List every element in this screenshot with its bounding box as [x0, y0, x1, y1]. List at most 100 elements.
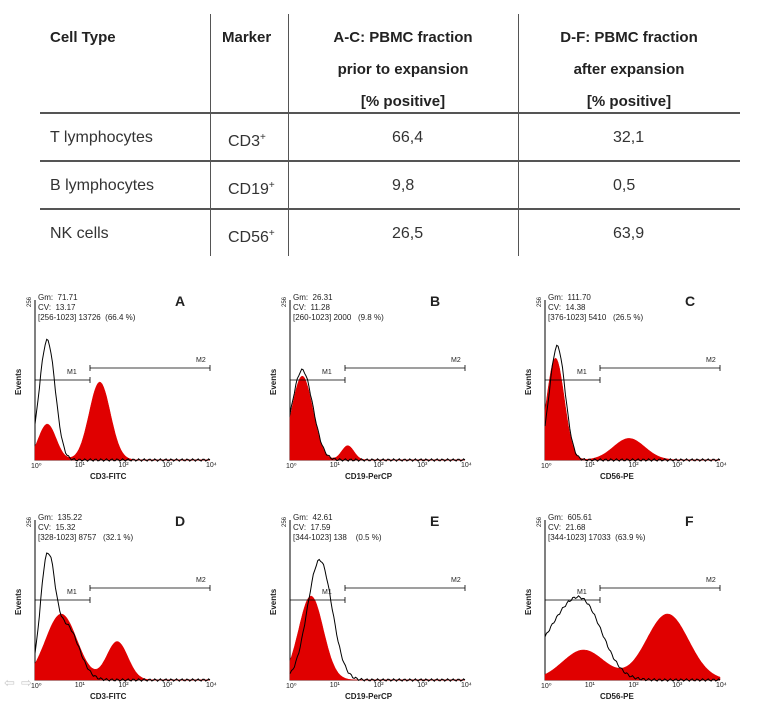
gate-m2 [344, 585, 466, 591]
row-after-value: 0,5 [613, 177, 636, 194]
gate-m1-label: M1 [322, 369, 332, 376]
x-tick-label: 10³ [417, 682, 428, 689]
row-after-value: 63,9 [613, 225, 645, 242]
header-prior-line2: prior to expansion [337, 61, 469, 78]
x-tick-label: 10¹ [584, 462, 595, 469]
x-tick-label: 10⁰ [541, 683, 552, 690]
x-tick-label: 10³ [417, 462, 428, 469]
histogram-panel-f: F Gm: 605.61 CV: 21.68 [344-1023] 17033 (… [520, 505, 750, 705]
x-tick-label: 10¹ [329, 682, 340, 689]
page-nav[interactable]: ⇦ ⇨ [4, 676, 35, 690]
histogram-svg [289, 300, 466, 462]
table-rule [40, 160, 740, 162]
row-prior-value: 66,4 [392, 129, 424, 146]
histogram-panel-b: B Gm: 26.31 CV: 11.28 [260-1023] 2000 (9.… [265, 285, 495, 485]
histogram-svg [34, 300, 211, 462]
x-tick-label: 10⁰ [541, 463, 552, 470]
x-tick-label: 10² [118, 462, 129, 469]
row-cell-type: NK cells [50, 225, 109, 242]
gate-statistics: Gm: 42.61 CV: 17.59 [344-1023] 138 (0.5 … [293, 513, 382, 542]
x-tick-label: 10⁰ [286, 463, 297, 470]
histogram-control-series [34, 338, 211, 462]
histogram-panel-a: A Gm: 71.71 CV: 13.17 [256-1023] 13726 (6… [10, 285, 240, 485]
y-max-label: 256 [282, 296, 288, 307]
gate-m1-label: M1 [322, 589, 332, 596]
row-after-value: 32,1 [613, 129, 645, 146]
header-after-line2: after expansion [573, 61, 685, 78]
gate-m1 [34, 377, 91, 383]
gate-m1 [34, 597, 91, 603]
table-divider [518, 14, 519, 256]
gate-m1-label: M1 [577, 589, 587, 596]
gate-m1-label: M1 [577, 369, 587, 376]
gate-m2-label: M2 [196, 357, 206, 364]
row-marker: CD19+ [228, 180, 275, 198]
x-tick-label: 10⁴ [461, 462, 472, 469]
histogram-panel-e: E Gm: 42.61 CV: 17.59 [344-1023] 138 (0.5… [265, 505, 495, 705]
x-tick-label: 10² [373, 462, 384, 469]
y-axis-label: Events [524, 368, 533, 395]
x-axis-label: CD3-FITC [90, 472, 127, 481]
histogram-panel-c: C Gm: 111.70 CV: 14.38 [376-1023] 5410 (2… [520, 285, 750, 485]
gate-statistics: Gm: 26.31 CV: 11.28 [260-1023] 2000 (9.8… [293, 293, 384, 322]
gate-m1 [544, 597, 601, 603]
header-prior-line1: A-C: PBMC fraction [333, 29, 473, 46]
panel-letter: A [175, 293, 186, 309]
x-tick-label: 10² [118, 682, 129, 689]
y-max-label: 256 [282, 516, 288, 527]
gate-m2-label: M2 [451, 357, 461, 364]
x-tick-label: 10¹ [74, 682, 85, 689]
histogram-filled-series [289, 375, 465, 461]
panel-letter: D [175, 513, 186, 529]
arrow-right-icon[interactable]: ⇨ [21, 675, 32, 690]
header-after-line3: [% positive] [586, 93, 672, 110]
gate-statistics: Gm: 135.22 CV: 15.32 [328-1023] 8757 (32… [38, 513, 134, 542]
gate-m1 [289, 597, 346, 603]
histogram-control-series [289, 368, 466, 462]
histogram-filled-series [544, 613, 721, 681]
header-after-line1: D-F: PBMC fraction [560, 29, 698, 46]
x-tick-label: 10³ [672, 682, 683, 689]
gate-m2 [89, 365, 211, 371]
x-tick-label: 10² [373, 682, 384, 689]
x-tick-label: 10⁰ [31, 683, 42, 690]
row-prior-value: 26,5 [392, 225, 424, 242]
row-marker: CD3+ [228, 132, 266, 150]
x-axis-label: CD19-PerCP [345, 472, 393, 481]
histogram-svg [544, 520, 721, 682]
panel-letter: F [685, 513, 694, 529]
x-tick-label: 10³ [162, 462, 173, 469]
row-cell-type: T lymphocytes [50, 129, 153, 146]
panel-letter: B [430, 293, 441, 309]
histogram-svg [289, 520, 466, 682]
gate-m2-label: M2 [706, 577, 716, 584]
table-divider [288, 14, 289, 256]
y-max-label: 256 [537, 296, 543, 307]
gate-m2 [89, 585, 211, 591]
header-prior-line3: [% positive] [360, 93, 446, 110]
histogram-svg [544, 300, 721, 462]
x-tick-label: 10³ [162, 682, 173, 689]
histogram-svg [34, 520, 211, 682]
histogram-filled-series [544, 357, 720, 461]
y-max-label: 256 [537, 516, 543, 527]
x-tick-label: 10⁴ [461, 682, 472, 689]
y-axis-label: Events [524, 588, 533, 615]
gate-statistics: Gm: 71.71 CV: 13.17 [256-1023] 13726 (66… [38, 293, 136, 322]
x-tick-label: 10² [628, 462, 639, 469]
histogram-control-series [289, 558, 466, 682]
y-axis-label: Events [14, 368, 23, 395]
table-divider [210, 14, 211, 256]
histogram-control-series [544, 595, 721, 682]
gate-m2 [599, 585, 721, 591]
y-max-label: 256 [27, 296, 33, 307]
header-cell-type: Cell Type [50, 29, 116, 46]
histogram-filled-series [289, 595, 465, 681]
gate-m1-label: M1 [67, 369, 77, 376]
gate-m2 [344, 365, 466, 371]
row-prior-value: 9,8 [392, 177, 415, 194]
x-axis-label: CD56-PE [600, 692, 634, 701]
panel-letter: C [685, 293, 696, 309]
row-cell-type: B lymphocytes [50, 177, 155, 194]
arrow-left-icon[interactable]: ⇦ [4, 675, 15, 690]
